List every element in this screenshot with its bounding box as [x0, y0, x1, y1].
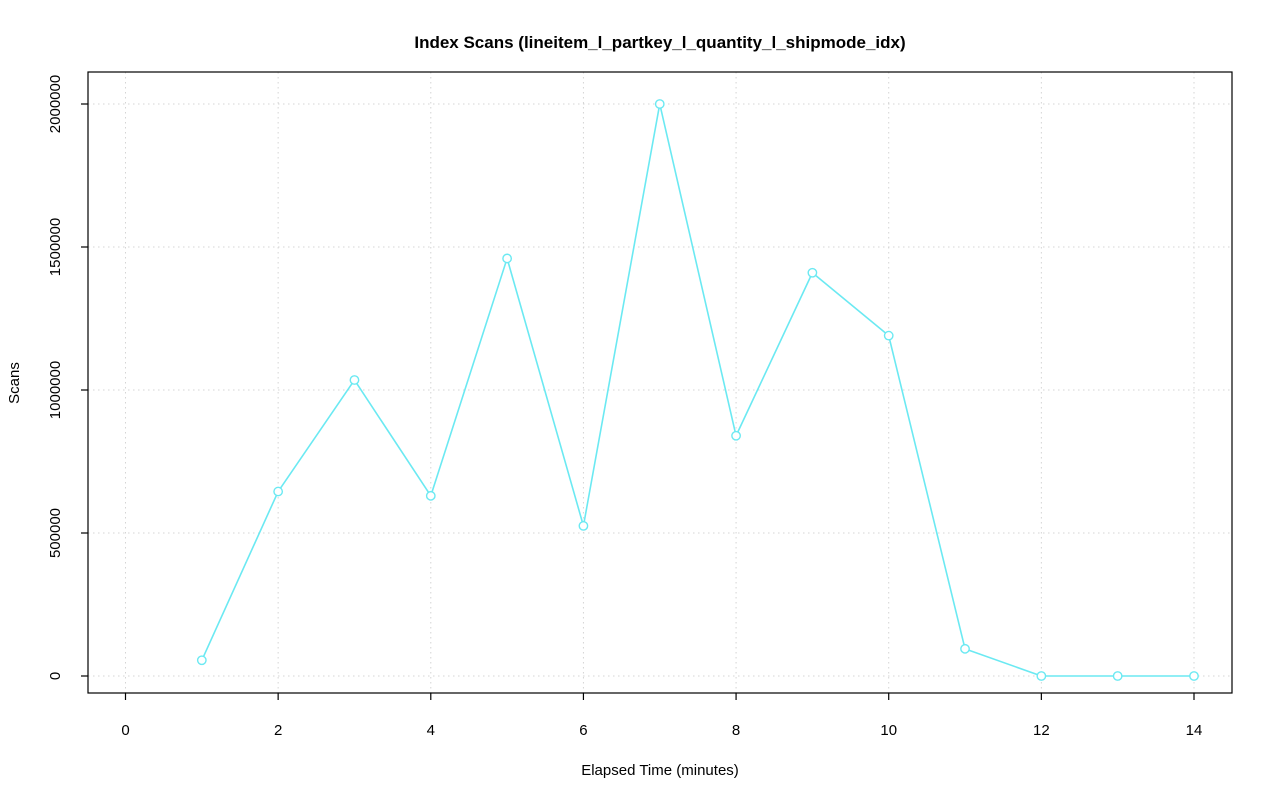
- data-point: [502, 253, 513, 264]
- x-tick-label: 2: [274, 722, 282, 739]
- data-point: [807, 267, 818, 278]
- y-tick-label: 500000: [47, 508, 64, 558]
- x-tick-label: 8: [732, 722, 740, 739]
- data-point: [1112, 671, 1123, 681]
- data-point: [273, 486, 284, 497]
- x-tick-label: 14: [1186, 722, 1203, 739]
- data-point: [425, 490, 436, 501]
- x-tick-label: 12: [1033, 722, 1050, 739]
- data-point: [1036, 671, 1047, 681]
- y-tick-label: 1500000: [47, 218, 64, 276]
- y-tick-label: 0: [47, 672, 64, 680]
- data-point: [349, 375, 360, 385]
- y-tick-label: 1000000: [47, 361, 64, 419]
- data-point: [883, 330, 894, 341]
- y-axis-label: Scans: [6, 362, 23, 404]
- data-point: [196, 655, 207, 666]
- data-point: [1189, 671, 1199, 681]
- series-layer: [196, 99, 1199, 681]
- data-point: [960, 643, 970, 654]
- chart-title: Index Scans (lineitem_l_partkey_l_quanti…: [414, 33, 905, 52]
- data-point: [578, 520, 589, 531]
- data-line: [201, 103, 1195, 677]
- x-tick-label: 10: [880, 722, 897, 739]
- data-point: [654, 99, 665, 109]
- x-tick-label: 6: [579, 722, 587, 739]
- y-tick-label: 2000000: [47, 75, 64, 133]
- x-tick-label: 0: [121, 722, 129, 739]
- plot-border: [87, 71, 1233, 694]
- grid-layer: [88, 72, 1232, 693]
- axis-layer: 0 2 4 6 8 10 12 14 0 500000 1000000 1500000 2000000: [47, 75, 1202, 739]
- x-axis-label: Elapsed Time (minutes): [581, 762, 739, 779]
- x-tick-label: 4: [427, 722, 435, 739]
- data-point: [731, 430, 741, 441]
